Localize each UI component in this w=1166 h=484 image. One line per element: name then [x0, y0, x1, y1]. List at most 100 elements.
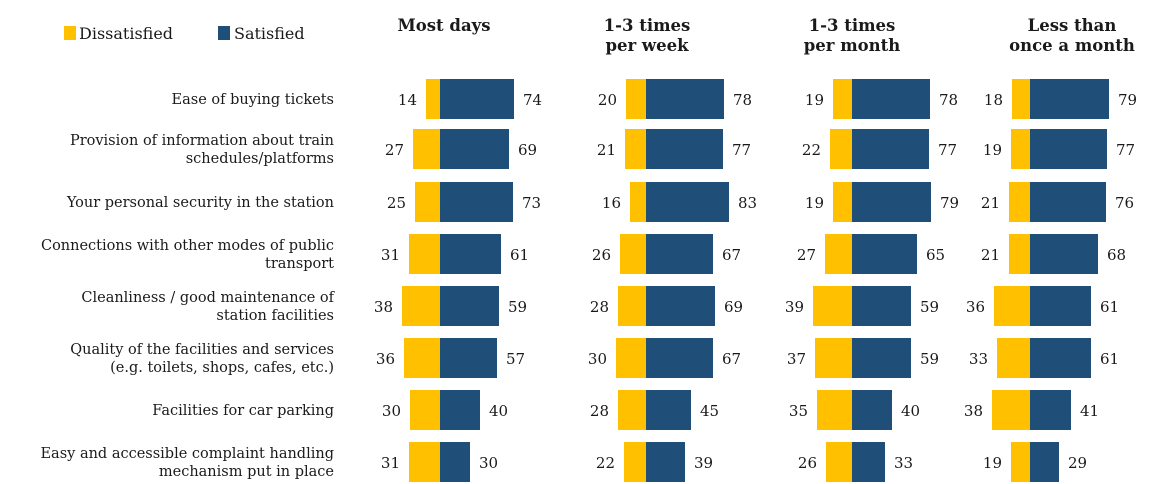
satisfied-bar [852, 129, 929, 169]
satisfied-value-label: 83 [738, 194, 757, 212]
satisfied-value-label: 77 [938, 141, 957, 159]
category-label: Provision of information about train [70, 133, 334, 149]
panel-title: 1-3 times [604, 16, 691, 35]
satisfied-bar [440, 129, 509, 169]
category-label: mechanism put in place [159, 464, 334, 480]
dissatisfied-bar [402, 286, 440, 326]
satisfied-value-label: 57 [506, 350, 525, 368]
dissatisfied-value-label: 30 [588, 350, 607, 368]
dissatisfied-bar [830, 129, 852, 169]
satisfied-value-label: 68 [1107, 246, 1126, 264]
dissatisfied-bar [833, 79, 852, 119]
dissatisfied-value-label: 28 [590, 402, 609, 420]
dissatisfied-bar [1009, 182, 1030, 222]
satisfied-value-label: 67 [722, 350, 741, 368]
dissatisfied-bar [409, 234, 440, 274]
satisfied-value-label: 78 [733, 91, 752, 109]
satisfied-bar [1030, 234, 1098, 274]
dissatisfied-value-label: 14 [398, 91, 417, 109]
panel-title: 1-3 times [809, 16, 896, 35]
dissatisfied-value-label: 39 [785, 298, 804, 316]
satisfied-value-label: 73 [522, 194, 541, 212]
dissatisfied-bar [620, 234, 646, 274]
dissatisfied-bar [426, 79, 440, 119]
dissatisfied-bar [997, 338, 1030, 378]
dissatisfied-bar [994, 286, 1030, 326]
legend-swatch-dissatisfied [64, 26, 76, 40]
dissatisfied-value-label: 31 [381, 454, 400, 472]
satisfied-value-label: 79 [940, 194, 959, 212]
panel-title: per week [605, 36, 689, 55]
dissatisfied-value-label: 25 [387, 194, 406, 212]
satisfied-value-label: 45 [700, 402, 719, 420]
satisfied-bar [852, 182, 931, 222]
satisfied-bar [646, 234, 713, 274]
category-label: Easy and accessible complaint handling [40, 446, 334, 462]
satisfied-bar [1030, 182, 1106, 222]
dissatisfied-bar [817, 390, 852, 430]
category-label: Connections with other modes of public [41, 238, 334, 254]
dissatisfied-value-label: 36 [376, 350, 395, 368]
dissatisfied-value-label: 26 [798, 454, 817, 472]
satisfied-value-label: 69 [724, 298, 743, 316]
dissatisfied-value-label: 28 [590, 298, 609, 316]
dissatisfied-bar [618, 286, 646, 326]
satisfied-bar [1030, 286, 1091, 326]
dissatisfied-bar [616, 338, 646, 378]
satisfied-bar [440, 79, 514, 119]
dissatisfied-value-label: 27 [385, 141, 404, 159]
satisfied-bar [1030, 79, 1109, 119]
category-label: Quality of the facilities and services [70, 342, 334, 358]
satisfied-value-label: 33 [894, 454, 913, 472]
satisfied-bar [440, 338, 497, 378]
dissatisfied-value-label: 21 [597, 141, 616, 159]
satisfied-value-label: 77 [1116, 141, 1135, 159]
satisfied-value-label: 61 [1100, 350, 1119, 368]
dissatisfied-value-label: 21 [981, 194, 1000, 212]
dissatisfied-bar [415, 182, 440, 222]
satisfied-bar [646, 442, 685, 482]
dissatisfied-bar [825, 234, 852, 274]
dissatisfied-value-label: 31 [381, 246, 400, 264]
satisfied-value-label: 61 [510, 246, 529, 264]
satisfied-bar [440, 234, 501, 274]
dissatisfied-bar [815, 338, 852, 378]
satisfied-bar [646, 390, 691, 430]
satisfied-value-label: 78 [939, 91, 958, 109]
dissatisfied-value-label: 19 [983, 454, 1002, 472]
dissatisfied-value-label: 22 [802, 141, 821, 159]
dissatisfied-value-label: 16 [602, 194, 621, 212]
dissatisfied-bar [409, 442, 440, 482]
satisfied-value-label: 39 [694, 454, 713, 472]
category-label: Your personal security in the station [66, 195, 334, 211]
satisfied-bar [852, 390, 892, 430]
dissatisfied-bar [630, 182, 646, 222]
satisfied-value-label: 40 [489, 402, 508, 420]
satisfied-bar [852, 442, 885, 482]
dissatisfied-value-label: 36 [966, 298, 985, 316]
category-label: transport [265, 256, 334, 272]
satisfied-value-label: 74 [523, 91, 542, 109]
category-label: (e.g. toilets, shops, cafes, etc.) [110, 360, 334, 376]
panel-title: Most days [397, 16, 490, 35]
dissatisfied-value-label: 33 [969, 350, 988, 368]
category-label: schedules/platforms [186, 151, 334, 167]
satisfied-value-label: 30 [479, 454, 498, 472]
satisfied-bar [1030, 390, 1071, 430]
dissatisfied-value-label: 22 [596, 454, 615, 472]
dissatisfied-bar [624, 442, 646, 482]
satisfied-bar [646, 338, 713, 378]
satisfied-bar [646, 286, 715, 326]
satisfied-bar [440, 182, 513, 222]
panel-title: Less than [1028, 16, 1117, 35]
satisfied-value-label: 41 [1080, 402, 1099, 420]
dissatisfied-value-label: 20 [598, 91, 617, 109]
dissatisfied-value-label: 37 [787, 350, 806, 368]
dissatisfied-bar [826, 442, 852, 482]
dissatisfied-value-label: 38 [964, 402, 983, 420]
dissatisfied-value-label: 19 [983, 141, 1002, 159]
dissatisfied-bar [625, 129, 646, 169]
dissatisfied-value-label: 18 [984, 91, 1003, 109]
dissatisfied-value-label: 30 [382, 402, 401, 420]
